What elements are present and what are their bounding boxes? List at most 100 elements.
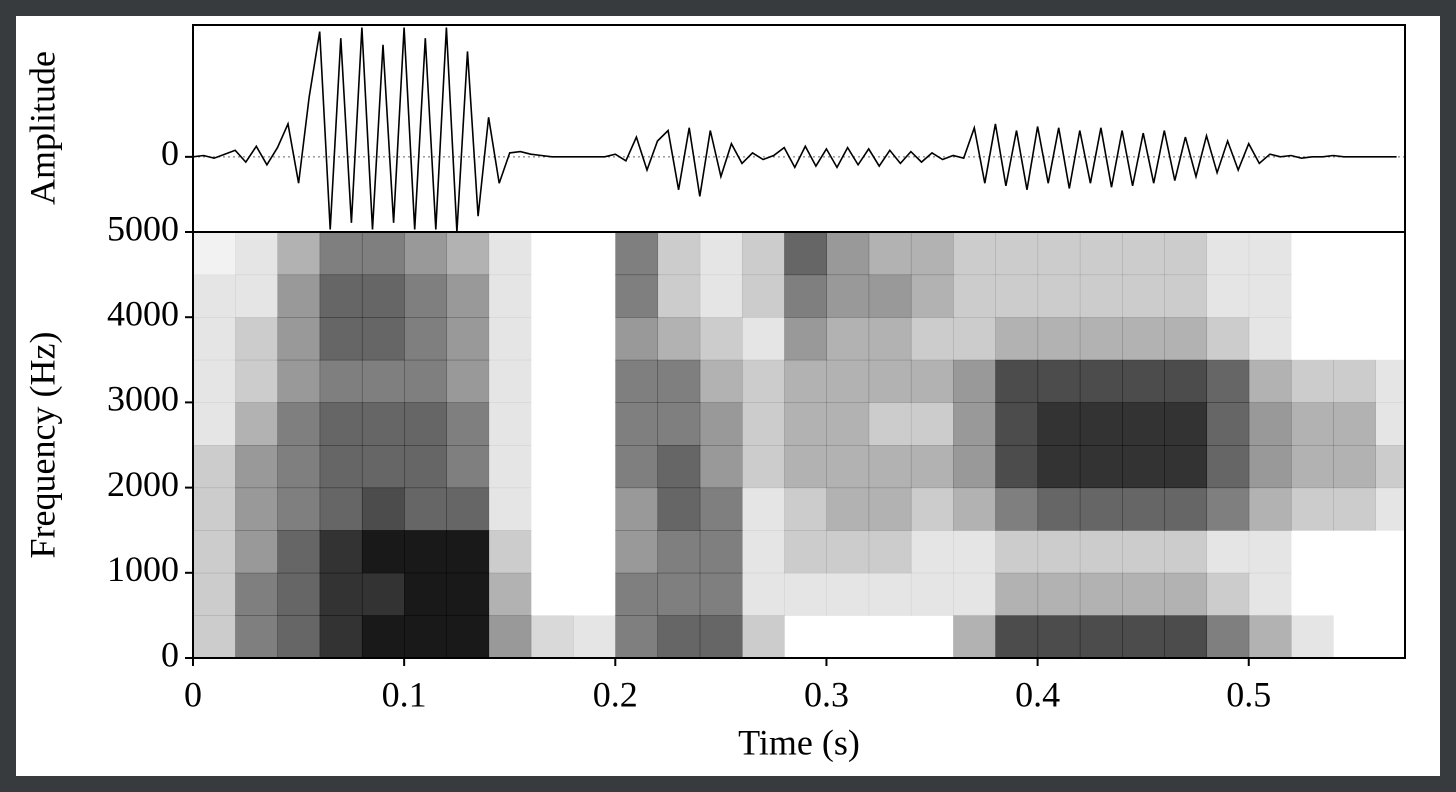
spectrogram-cell (1037, 530, 1081, 574)
spectrogram-cell (277, 572, 321, 616)
spectrogram-cell (531, 232, 574, 275)
x-tick-label: 0.3 (804, 674, 849, 714)
spectrogram-cell (615, 530, 659, 574)
spectrogram-cell (1079, 274, 1123, 318)
spectrogram-cell (784, 232, 827, 276)
spectrogram-cell (446, 445, 490, 489)
spectrogram-cell (235, 572, 278, 616)
spectrogram-cell (573, 530, 616, 573)
spectrogram-cell (784, 530, 827, 574)
y-tick-label: 1000 (107, 549, 179, 589)
spectrogram-cell (615, 359, 659, 403)
spectrogram-cell (1079, 572, 1123, 616)
spectrogram-cell (235, 530, 278, 574)
spectrogram-cell (1206, 359, 1250, 403)
spectrogram-cell (615, 274, 659, 318)
spectrogram-cell (699, 359, 743, 403)
spectrogram-cell (869, 615, 912, 658)
spectrogram-cell (615, 317, 659, 361)
spectrogram-cell (1122, 615, 1165, 658)
spectrogram-cell (657, 615, 701, 658)
spectrogram-cell (615, 487, 659, 531)
spectrogram-cell (404, 487, 447, 531)
spectrogram-cell (1122, 530, 1165, 574)
spectrogram-cell (193, 317, 236, 361)
spectrogram-cell (995, 445, 1039, 489)
spectrogram-cell (404, 530, 447, 574)
spectrogram-cell (1164, 359, 1208, 403)
spectrogram-cell (1079, 530, 1123, 574)
spectrogram-cell (868, 445, 912, 489)
x-tick-label: 0.5 (1226, 674, 1271, 714)
spectrogram-cell (1333, 487, 1376, 531)
spectrogram-cell (1375, 487, 1405, 531)
spectrogram-cell (826, 615, 869, 658)
spectrogram-cell (277, 615, 321, 658)
spectrogram-cell (1248, 232, 1292, 276)
spectrogram-cell (953, 274, 996, 318)
spectrogram-cell (699, 402, 743, 446)
spectrogram-cell (1333, 232, 1376, 275)
y-tick-label: 4000 (107, 293, 179, 333)
spectrogram-cell (488, 530, 532, 574)
spectrogram-cell (699, 445, 743, 489)
spectrogram-cell (1079, 317, 1123, 361)
spectrogram-cell (1164, 615, 1208, 658)
spectrogram-cell (1122, 445, 1165, 489)
spectrogram-cell (1037, 615, 1081, 658)
spectrogram-area (193, 232, 1405, 658)
spectrogram-cell (657, 402, 701, 446)
spectrogram-cell (446, 274, 490, 318)
spectrogram-cell (1079, 615, 1123, 658)
spectrogram-cell (193, 530, 236, 574)
spectrogram-cell (910, 317, 954, 361)
spectrogram-cell (784, 487, 827, 531)
spectrogram-cell (573, 232, 616, 275)
spectrogram-cell (953, 530, 996, 574)
spectrogram-cell (741, 487, 785, 531)
spectrogram-cell (488, 487, 532, 531)
spectrogram-cell (995, 359, 1039, 403)
spectrogram-cell (531, 573, 574, 616)
spectrogram-cell (995, 615, 1039, 658)
spectrogram-cell (361, 359, 405, 403)
spectrogram-cell (657, 572, 701, 616)
spectrogram-cell (1206, 445, 1250, 489)
spectrogram-cell (1248, 445, 1292, 489)
spectrogram-cell (1375, 359, 1405, 403)
x-tick-label: 0 (184, 674, 202, 714)
spectrogram-cell (1248, 359, 1292, 403)
spectrogram-cell (1122, 317, 1165, 361)
spectrogram-cell (531, 530, 574, 573)
spectrogram-cell (784, 359, 827, 403)
spectrogram-cell (995, 572, 1039, 616)
spectrogram-cell (488, 232, 532, 276)
spectrogram-cell (319, 445, 363, 489)
spectrogram-cell (868, 359, 912, 403)
spectrogram-cell (488, 572, 532, 616)
spectrogram-cell (699, 317, 743, 361)
spectrogram-cell (868, 274, 912, 318)
spectrogram-cell (193, 572, 236, 616)
spectrogram-cell (1122, 572, 1165, 616)
spectrogram-cell (657, 530, 701, 574)
spectrogram-cell (1290, 445, 1334, 489)
spectrogram-cell (741, 572, 785, 616)
spectrogram-cell (446, 359, 490, 403)
spectrogram-cell (1206, 615, 1250, 658)
spectrogram-cell (319, 402, 363, 446)
spectrogram-cell (573, 360, 616, 403)
spectrogram-cell (1333, 445, 1376, 489)
time-label: Time (s) (738, 722, 860, 762)
spectrogram-cell (784, 445, 827, 489)
spectrogram-cell (1164, 530, 1208, 574)
spectrogram-cell (1333, 402, 1376, 446)
spectrogram-cell (1079, 487, 1123, 531)
spectrogram-cell (361, 274, 405, 318)
spectrogram-cell (1037, 359, 1081, 403)
spectrogram-cell (995, 317, 1039, 361)
spectrogram-cell (277, 487, 321, 531)
spectrogram-cell (699, 530, 743, 574)
spectrogram-cell (784, 402, 827, 446)
spectrogram-cell (1079, 232, 1123, 276)
